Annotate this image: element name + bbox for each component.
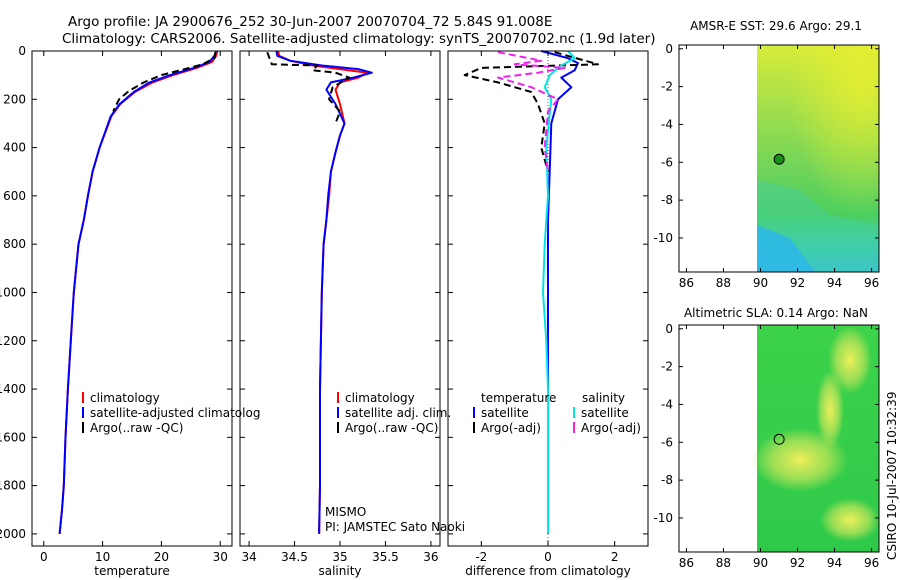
sla-high-south xyxy=(820,498,880,542)
x-axis-label: salinity xyxy=(318,564,361,578)
pi-annotation: PI: JAMSTEC Sato Naoki xyxy=(325,520,465,534)
y-tick-label: 0 xyxy=(18,44,26,58)
map-frame xyxy=(678,324,880,553)
header-subtitle: Climatology: CARS2006. Satellite-adjuste… xyxy=(62,31,655,47)
x-tick-label: 34 xyxy=(241,550,256,564)
y-tick-label: 1000 xyxy=(0,285,26,299)
legend-label-satellite: satellite adj. clim. xyxy=(345,406,451,420)
x-tick-label: 94 xyxy=(827,276,842,290)
y-tick-label: -2 xyxy=(661,360,673,374)
series-climatology xyxy=(58,50,219,534)
legend-label-climatology: climatology xyxy=(345,391,415,405)
x-tick-label: 90 xyxy=(753,556,768,570)
series-argo-raw-qc- xyxy=(266,51,351,124)
x-tick-label: 30 xyxy=(213,550,228,564)
x-tick-label: 34.5 xyxy=(281,550,308,564)
plot-frame xyxy=(239,50,441,547)
float-position-marker xyxy=(773,433,785,445)
legend-label-argo: Argo(..raw -QC) xyxy=(345,421,438,435)
credit-timestamp: CSIRO 10-Jul-2007 10:32:39 xyxy=(885,392,899,560)
x-tick-label: -2 xyxy=(475,550,487,564)
legend-label-climatology: climatology xyxy=(90,391,160,405)
y-tick-label: -10 xyxy=(653,511,673,525)
x-tick-label: 96 xyxy=(864,276,879,290)
sla-map-title: Altimetric SLA: 0.14 Argo: NaN xyxy=(684,306,868,320)
x-tick-label: 92 xyxy=(790,276,805,290)
legend-label-temp-satellite: satellite xyxy=(481,406,529,420)
sst-cold-corner xyxy=(757,225,815,272)
series-salinity-argo-adj- xyxy=(497,51,566,172)
y-tick-label: -8 xyxy=(661,193,673,207)
y-tick-label: -6 xyxy=(661,435,673,449)
x-axis-label: temperature xyxy=(94,564,169,578)
x-tick-label: 94 xyxy=(827,556,842,570)
plot-frame xyxy=(31,50,233,547)
map-frame xyxy=(678,44,880,273)
series-salinity-satellite xyxy=(542,50,576,534)
x-tick-label: 92 xyxy=(790,556,805,570)
x-tick-label: 90 xyxy=(753,276,768,290)
x-tick-label: 86 xyxy=(679,556,694,570)
salinity-panel: 34 34.5 35 35.5 36 salinity xyxy=(239,50,441,578)
x-tick-label: 88 xyxy=(716,276,731,290)
y-tick-label: -4 xyxy=(661,397,673,411)
series-satellite-adjusted-climatolog xyxy=(58,50,218,534)
legend-label-sal-satellite: satellite xyxy=(581,406,629,420)
x-tick-label: 35 xyxy=(332,550,347,564)
x-tick-label: 35.5 xyxy=(372,550,399,564)
sla-high-ridge xyxy=(816,370,844,450)
series-temperature-argo-adj- xyxy=(463,51,599,172)
header-title: Argo profile: JA 2900676_252 30-Jun-2007… xyxy=(68,14,552,30)
y-tick-label: -2 xyxy=(661,80,673,94)
x-axis-label: difference from climatology xyxy=(465,564,631,578)
sla-map-image xyxy=(752,325,880,552)
x-tick-label: 88 xyxy=(716,556,731,570)
x-tick-label: 96 xyxy=(864,556,879,570)
y-tick-label: 1800 xyxy=(0,479,26,493)
legend-label-argo: Argo(..raw -QC) xyxy=(90,421,183,435)
legend-title-salinity: salinity xyxy=(582,391,625,405)
x-tick-label: 0 xyxy=(40,550,48,564)
y-tick-label: 2000 xyxy=(0,527,26,541)
x-tick-label: 0 xyxy=(544,550,552,564)
sst-map-title: AMSR-E SST: 29.6 Argo: 29.1 xyxy=(690,19,862,33)
difference-legend: temperature salinity satellite Argo(-adj… xyxy=(473,391,641,435)
legend-label-satellite: satellite-adjusted climatolog xyxy=(90,406,260,420)
mismo-annotation: MISMO xyxy=(325,505,366,519)
sla-map-axes: 86 88 90 92 94 96 0 -2 -4 -6 -8 -10 xyxy=(653,322,880,570)
temperature-panel: 0 10 20 30 0 200 400 600 800 1000 1200 1400 1600 1800… xyxy=(0,44,233,578)
float-position-marker xyxy=(773,153,785,165)
y-tick-label: 1200 xyxy=(0,334,26,348)
y-tick-label: 1600 xyxy=(0,430,26,444)
x-tick-label: 20 xyxy=(154,550,169,564)
series-satellite-adj-clim- xyxy=(275,50,373,534)
y-tick-label: -10 xyxy=(653,231,673,245)
legend-label-temp-argo: Argo(-adj) xyxy=(481,421,541,435)
y-tick-label: 0 xyxy=(665,42,673,56)
series-argo-raw-qc- xyxy=(112,52,217,112)
y-tick-label: 600 xyxy=(3,189,26,203)
x-tick-label: 86 xyxy=(679,276,694,290)
y-tick-label: 0 xyxy=(665,322,673,336)
x-tick-label: 2 xyxy=(611,550,619,564)
y-tick-label: -6 xyxy=(661,155,673,169)
y-tick-label: -4 xyxy=(661,117,673,131)
x-tick-label: 36 xyxy=(423,550,438,564)
legend-title-temperature: temperature xyxy=(481,391,556,405)
y-tick-label: 1400 xyxy=(0,382,26,396)
y-tick-label: 200 xyxy=(3,92,26,106)
salinity-legend: climatology satellite adj. clim. Argo(..… xyxy=(337,391,451,435)
temperature-legend: climatology satellite-adjusted climatolo… xyxy=(82,391,260,435)
legend-label-sal-argo: Argo(-adj) xyxy=(581,421,641,435)
sla-high-north xyxy=(828,326,872,394)
y-tick-label: 800 xyxy=(3,237,26,251)
y-tick-label: 400 xyxy=(3,141,26,155)
y-tick-label: -8 xyxy=(661,473,673,487)
x-tick-label: 10 xyxy=(95,550,110,564)
sst-map-axes: 86 88 90 92 94 96 0 -2 -4 -6 -8 -10 xyxy=(653,42,880,290)
